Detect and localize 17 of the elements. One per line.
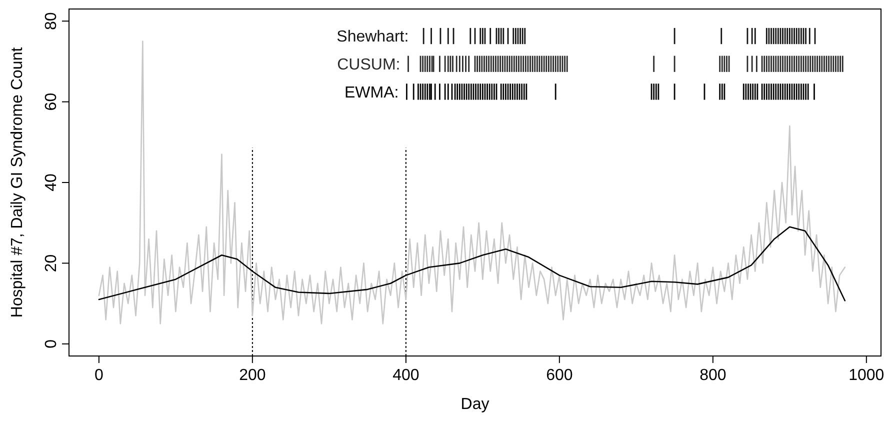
y-tick-label: 40 — [43, 174, 60, 192]
x-tick-label: 200 — [239, 367, 266, 384]
line-series — [98, 40, 846, 324]
y-tick-label: 80 — [43, 12, 60, 30]
x-tick-label: 1000 — [848, 367, 884, 384]
x-tick-label: 800 — [700, 367, 726, 384]
x-tick-label: 600 — [546, 367, 573, 384]
series-label: EWMA: — [344, 84, 399, 102]
x-axis-title: Day — [460, 396, 490, 413]
series-label: Shewhart: — [336, 28, 409, 46]
y-tick-label: 60 — [43, 92, 60, 111]
y-axis-title: Hospital #7, Daily GI Syndrome Count — [9, 46, 26, 318]
x-tick-label: 400 — [392, 367, 420, 384]
series-label: CUSUM: — [337, 56, 400, 74]
y-tick-label: 0 — [43, 339, 60, 348]
y-tick-label: 20 — [43, 254, 60, 272]
x-tick-label: 0 — [94, 367, 104, 384]
